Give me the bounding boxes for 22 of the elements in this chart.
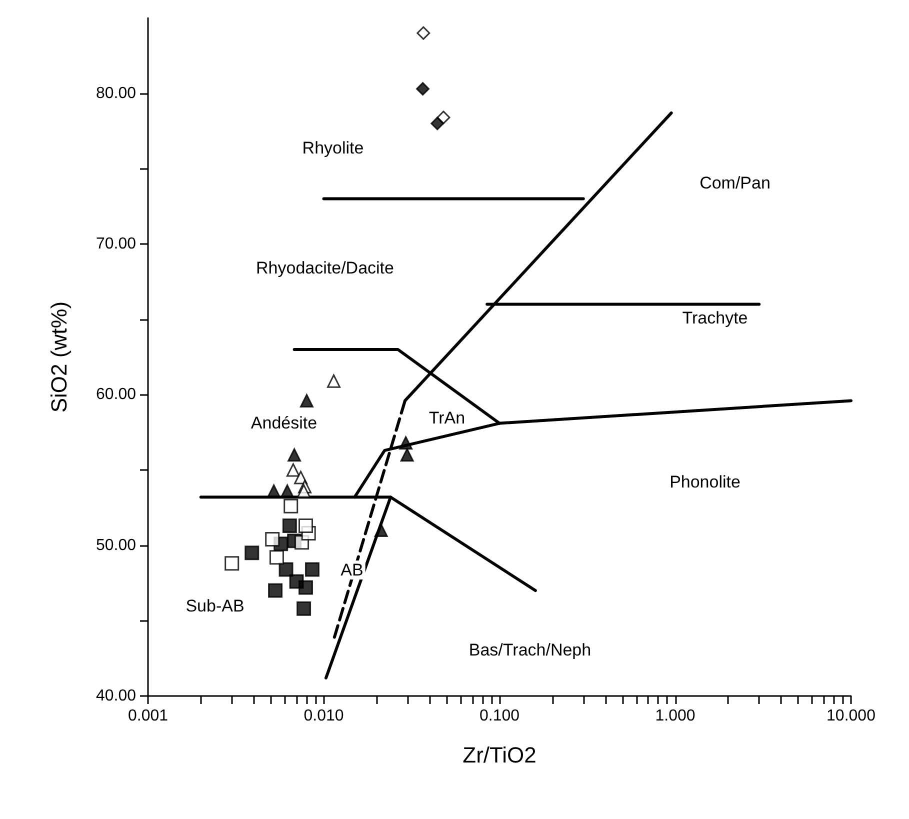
annotation: Phonolite: [670, 472, 740, 492]
x-tick-label: 0.010: [304, 708, 344, 724]
annotation: Sub-AB: [186, 596, 244, 616]
x-axis-title: Zr/TiO2: [462, 742, 536, 768]
y-axis-title: SiO2 (wt%): [46, 301, 72, 413]
annotation: Andésite: [250, 414, 318, 432]
y-tick-label: 40.00: [96, 688, 136, 704]
annotation: TrAn: [428, 408, 466, 428]
annotation: Com/Pan: [700, 174, 770, 192]
y-tick-label: 80.00: [96, 84, 136, 102]
annotation: Trachyte: [682, 308, 748, 328]
y-tick-label: 50.00: [96, 536, 136, 554]
x-tick-label: 0.001: [128, 708, 168, 724]
annotation: Rhyolite: [302, 138, 364, 158]
annotation: Bas/Trach/Neph: [468, 640, 592, 660]
x-tick-label: 10.000: [826, 708, 876, 724]
annotation: AB: [340, 560, 364, 580]
y-tick-label: 60.00: [96, 386, 136, 404]
y-tick-label: 70.00: [96, 236, 136, 252]
x-tick-label: 0.100: [479, 708, 520, 724]
annotation: Rhyodacite/Dacite: [256, 258, 394, 278]
x-tick-label: 1.000: [655, 708, 696, 724]
